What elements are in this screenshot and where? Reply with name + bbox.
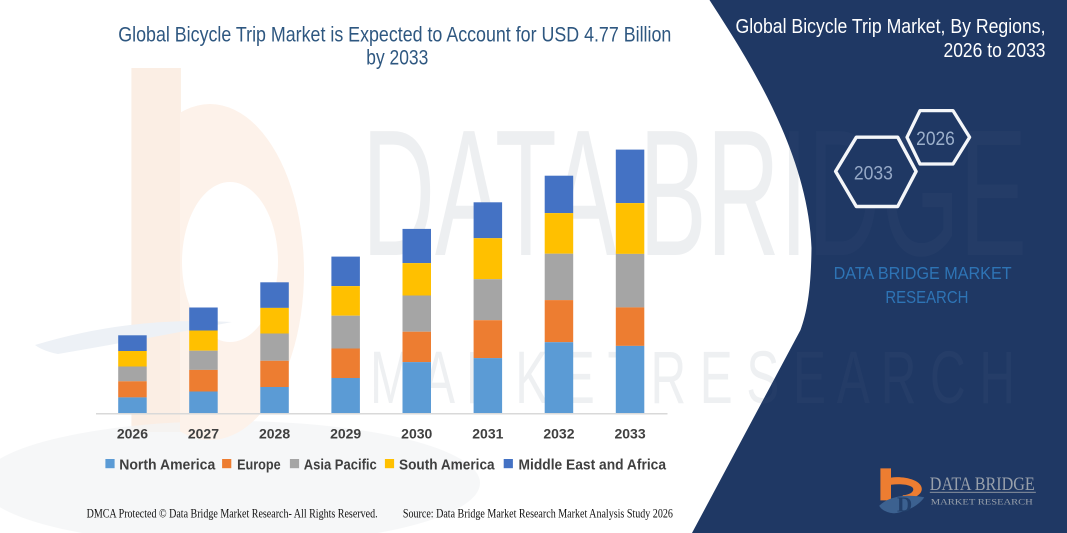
svg-text:2030: 2030 xyxy=(401,426,432,442)
svg-text:Europe: Europe xyxy=(237,456,281,473)
svg-text:2028: 2028 xyxy=(259,426,290,442)
svg-text:Source: Data Bridge Market Res: Source: Data Bridge Market Research Mark… xyxy=(403,506,673,521)
svg-text:Middle East and Africa: Middle East and Africa xyxy=(519,456,667,473)
svg-text:Global Bicycle Trip Market, By: Global Bicycle Trip Market, By Regions, xyxy=(736,16,1046,38)
svg-text:North America: North America xyxy=(119,456,216,473)
svg-text:D: D xyxy=(897,493,912,517)
svg-text:2026: 2026 xyxy=(117,426,148,442)
svg-text:2026: 2026 xyxy=(916,129,955,150)
svg-text:2026 to 2033: 2026 to 2033 xyxy=(944,40,1046,62)
svg-text:2027: 2027 xyxy=(188,426,219,442)
svg-text:RESEARCH: RESEARCH xyxy=(885,287,968,307)
svg-text:2032: 2032 xyxy=(543,426,574,442)
svg-text:2031: 2031 xyxy=(472,426,503,442)
svg-text:DMCA Protected © Data Bridge M: DMCA Protected © Data Bridge Market Rese… xyxy=(87,506,378,521)
svg-text:2029: 2029 xyxy=(330,426,361,442)
svg-text:by 2033: by 2033 xyxy=(366,46,428,70)
svg-text:DATA BRIDGE: DATA BRIDGE xyxy=(930,475,1035,495)
svg-text:Asia Pacific: Asia Pacific xyxy=(304,456,377,473)
svg-text:2033: 2033 xyxy=(854,163,893,184)
svg-text:DATA BRIDGE MARKET: DATA BRIDGE MARKET xyxy=(834,263,1012,283)
svg-text:MARKET RESEARCH: MARKET RESEARCH xyxy=(931,496,1034,506)
svg-text:Global Bicycle Trip Market is: Global Bicycle Trip Market is Expected t… xyxy=(118,22,671,46)
svg-text:South America: South America xyxy=(399,456,495,473)
svg-text:2033: 2033 xyxy=(614,426,645,442)
